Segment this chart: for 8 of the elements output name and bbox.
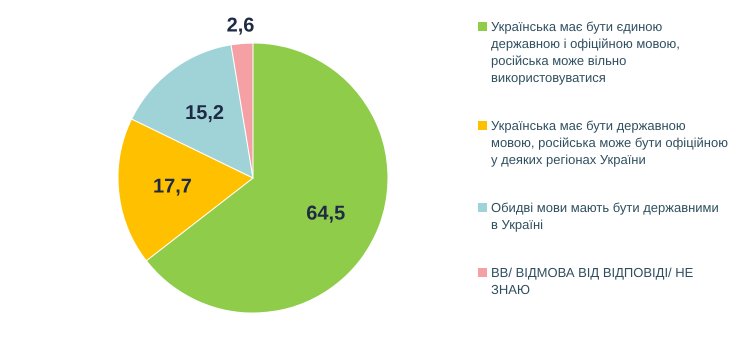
legend-label: Українська має бути державною мовою, російська може бути офіційною у деяких регіонах України: [491, 117, 728, 168]
legend-label: Українська має бути єдиною державною і офіційною мовою, російська може вільно використовуватися: [491, 18, 681, 86]
data-label: 64,5: [306, 202, 346, 225]
data-label: 2,6: [226, 14, 254, 37]
legend-label: Обидві мови мають бути державними в Україні: [491, 199, 720, 233]
legend-label: ВВ/ ВІДМОВА ВІД ВІДПОВІДІ/ НЕ ЗНАЮ: [491, 264, 694, 298]
data-label: 17,7: [152, 175, 192, 198]
data-label: 15,2: [185, 102, 224, 124]
